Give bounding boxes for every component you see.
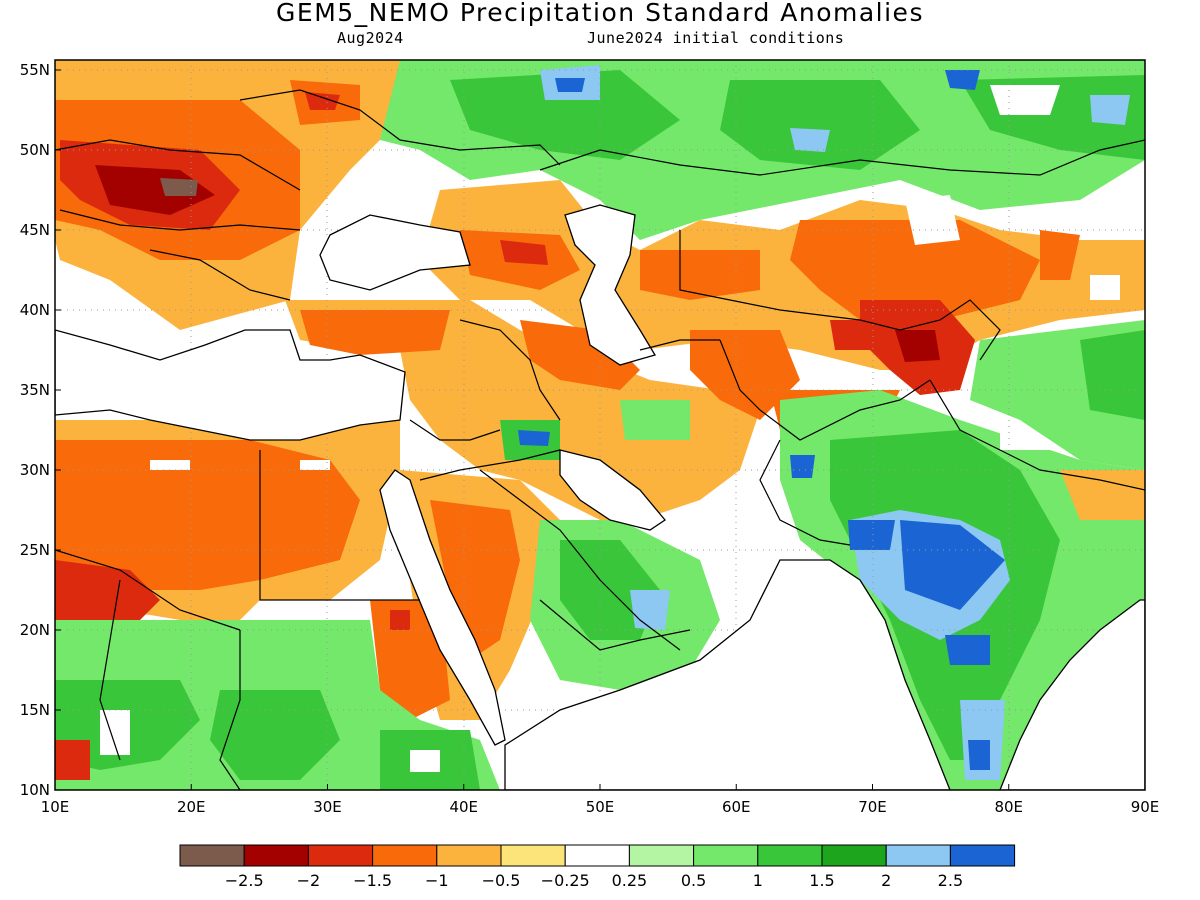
colorbar-label: 0.5 <box>681 871 706 890</box>
lat-tick-label: 55N <box>20 61 50 79</box>
lat-tick-label: 10N <box>20 781 50 799</box>
colorbar-label: −2 <box>297 871 321 890</box>
colorbar-label: −2.5 <box>225 871 264 890</box>
coastlines <box>55 204 1145 790</box>
lon-tick-label: 70E <box>858 798 887 816</box>
colorbar-label: 2.5 <box>938 871 963 890</box>
lon-tick-label: 20E <box>177 798 206 816</box>
valid-month: Aug2024 <box>337 29 404 47</box>
lat-tick-label: 30N <box>20 461 50 479</box>
colorbar: −2.5 −2 −1.5 −1 −0.5 −0.25 0.25 0.5 1 1.5 2 2.5 <box>179 844 1016 890</box>
colorbar-swatch <box>885 844 951 867</box>
colorbar-swatch <box>243 844 309 867</box>
colorbar-label: −0.5 <box>482 871 521 890</box>
colorbar-swatch <box>500 844 566 867</box>
colorbar-swatch <box>372 844 438 867</box>
colorbar-swatch <box>436 844 502 867</box>
latitude-axis: 10N 15N 20N 25N 30N 35N 40N 45N 50N 55N <box>20 61 61 799</box>
lon-tick-label: 10E <box>41 798 70 816</box>
colorbar-label: −0.25 <box>541 871 590 890</box>
lon-tick-label: 30E <box>313 798 342 816</box>
lon-tick-label: 60E <box>722 798 751 816</box>
lat-tick-label: 40N <box>20 301 50 319</box>
borders <box>55 89 1145 790</box>
colorbar-label: 1.5 <box>809 871 834 890</box>
initial-conditions: June2024 initial conditions <box>587 29 845 47</box>
colorbar-swatch <box>179 844 245 867</box>
lon-tick-label: 90E <box>1131 798 1160 816</box>
lat-tick-label: 50N <box>20 141 50 159</box>
lat-tick-label: 25N <box>20 541 50 559</box>
lon-tick-label: 50E <box>586 798 615 816</box>
colorbar-swatch <box>564 844 630 867</box>
colorbar-swatch <box>693 844 759 867</box>
colorbar-label: 1 <box>753 871 763 890</box>
colorbar-label: −1.5 <box>353 871 392 890</box>
colorbar-label: 2 <box>881 871 891 890</box>
anomaly-field <box>55 60 1145 790</box>
lat-tick-label: 15N <box>20 701 50 719</box>
lon-tick-label: 80E <box>994 798 1023 816</box>
colorbar-swatch <box>821 844 887 867</box>
colorbar-swatch <box>628 844 695 867</box>
colorbar-label: −1 <box>425 871 449 890</box>
colorbar-swatch <box>757 844 823 867</box>
longitude-axis: 10E 20E 30E 40E 50E 60E 70E 80E 90E <box>41 784 1160 816</box>
map-title: GEM5_NEMO Precipitation Standard Anomali… <box>276 0 924 27</box>
colorbar-swatch <box>949 844 1016 867</box>
lat-tick-label: 20N <box>20 621 50 639</box>
colorbar-label: 0.25 <box>612 871 648 890</box>
colorbar-swatch <box>307 844 374 867</box>
lat-tick-label: 45N <box>20 221 50 239</box>
lat-tick-label: 35N <box>20 381 50 399</box>
lon-tick-label: 40E <box>449 798 478 816</box>
